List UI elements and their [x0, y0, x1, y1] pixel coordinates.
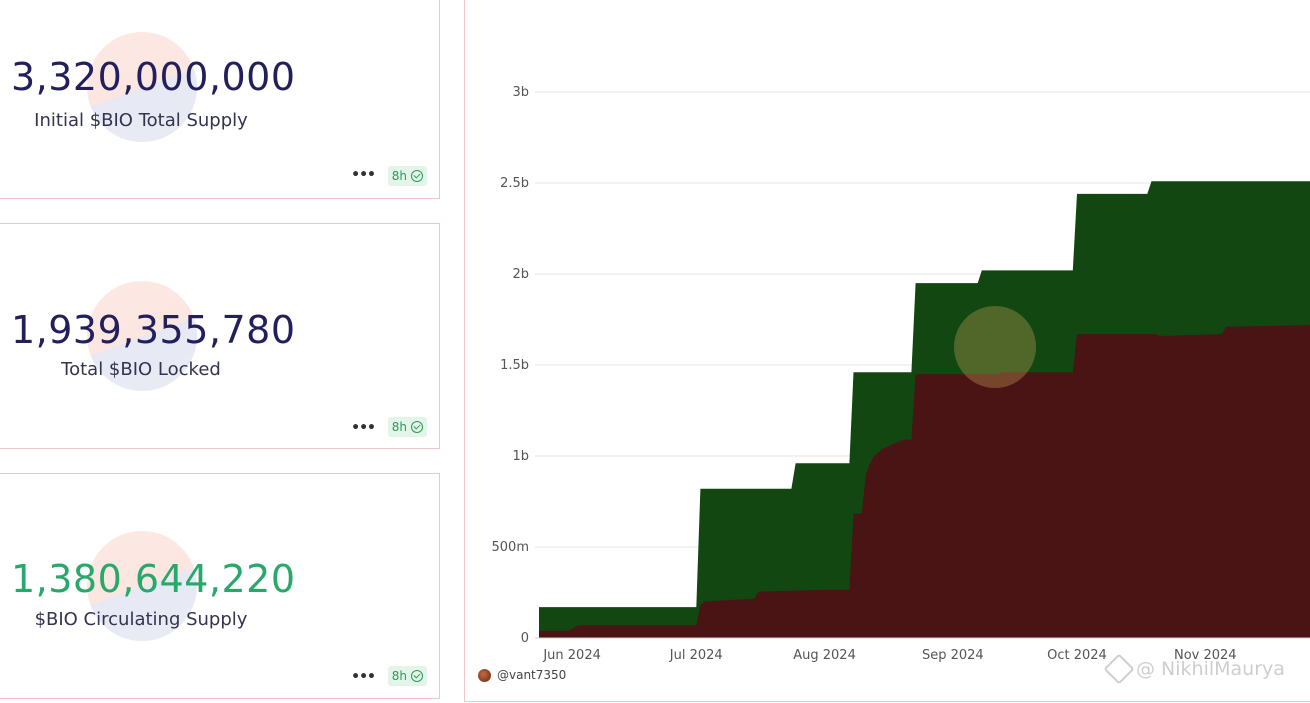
stat-card-circulating: 1,380,644,220 $BIO Circulating Supply ••… — [0, 473, 440, 699]
stat-value: 3,320,000,000 — [11, 55, 296, 99]
stat-card-locked: 1,939,355,780 Total $BIO Locked ••• 8h — [0, 223, 440, 449]
username: @vant7350 — [497, 668, 567, 682]
stat-card-total-supply: 3,320,000,000 Initial $BIO Total Supply … — [0, 0, 440, 199]
more-options-icon[interactable]: ••• — [351, 420, 376, 436]
y-tick-label: 2.5b — [500, 176, 529, 191]
freshness-label: 8h — [391, 669, 407, 683]
stat-label: Total $BIO Locked — [61, 359, 221, 380]
freshness-label: 8h — [391, 169, 407, 183]
x-tick-label: Aug 2024 — [793, 648, 856, 663]
y-tick-label: 1b — [512, 449, 529, 464]
x-tick-label: Oct 2024 — [1047, 648, 1107, 663]
stacked-area-chart: 0 500m 1b 1.5b 2b 2.5b 3b Jun 2024 Jul 2024 Aug 2… — [492, 85, 1310, 663]
freshness-badge[interactable]: 8h — [387, 666, 427, 686]
freshness-badge[interactable]: 8h — [387, 417, 427, 437]
check-circle-icon — [411, 421, 423, 433]
bio-logo-icon — [87, 531, 197, 641]
check-circle-icon — [411, 170, 423, 182]
watermark-text: @ NikhilMaurya — [1136, 658, 1285, 680]
series-lower-area — [539, 325, 1310, 638]
watermark: @ NikhilMaurya — [1103, 653, 1285, 685]
stat-value: 1,380,644,220 — [11, 557, 296, 601]
y-tick-label: 1.5b — [500, 358, 529, 373]
freshness-badge[interactable]: 8h — [387, 166, 427, 186]
x-tick-label: Jul 2024 — [669, 648, 723, 663]
more-options-icon[interactable]: ••• — [351, 167, 376, 183]
stat-label: $BIO Circulating Supply — [34, 609, 248, 630]
x-tick-label: Jun 2024 — [542, 648, 601, 663]
chart-author[interactable]: @vant7350 — [478, 668, 566, 682]
bio-logo-icon — [87, 281, 197, 391]
y-tick-label: 0 — [521, 631, 529, 646]
y-tick-label: 2b — [512, 267, 529, 282]
x-tick-label: Nov 2024 — [1174, 648, 1237, 663]
supply-chart-panel: 0 500m 1b 1.5b 2b 2.5b 3b Jun 2024 Jul 2024 Aug 2… — [464, 0, 1310, 702]
bio-logo-icon — [87, 32, 197, 142]
stat-value: 1,939,355,780 — [11, 308, 296, 352]
x-tick-label: Sep 2024 — [922, 648, 984, 663]
freshness-label: 8h — [391, 420, 407, 434]
y-tick-label: 3b — [512, 85, 529, 100]
stat-label: Initial $BIO Total Supply — [34, 110, 248, 131]
y-tick-label: 500m — [492, 540, 529, 555]
watermark-logo-icon — [1103, 653, 1135, 685]
user-avatar — [478, 668, 491, 682]
check-circle-icon — [411, 670, 423, 682]
chart-logo-watermark-icon — [954, 306, 1036, 388]
more-options-icon[interactable]: ••• — [351, 669, 376, 685]
